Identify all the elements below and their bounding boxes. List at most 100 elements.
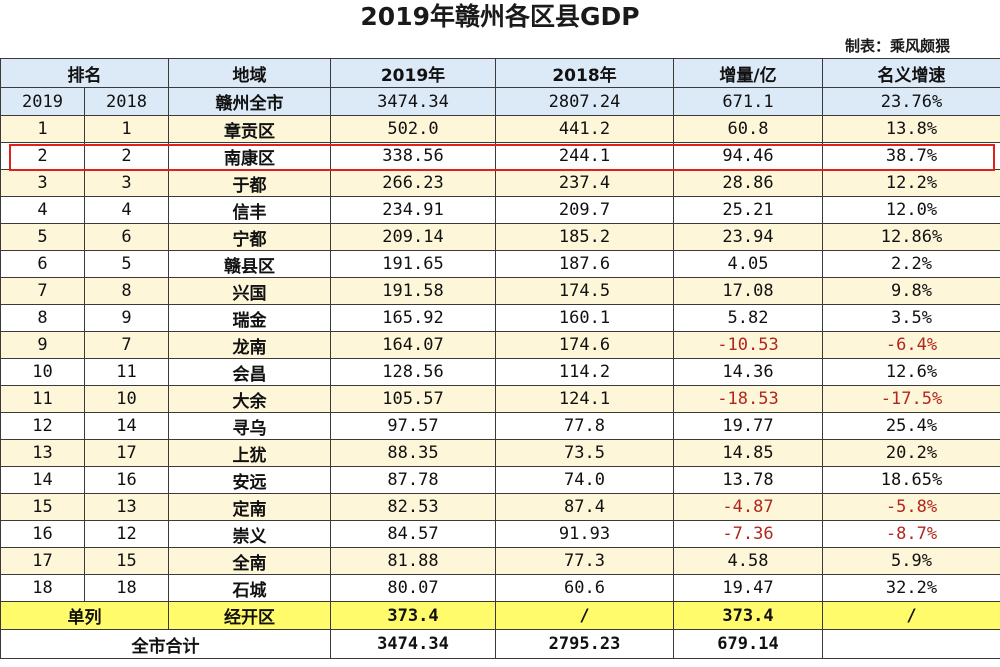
gdp-2018-cell: 77.3: [495, 547, 674, 575]
summary-rank-2018: 2018: [84, 87, 169, 116]
gdp-2019-cell: 105.57: [330, 385, 496, 413]
summary-row: 2019 2018 赣州全市 3474.34 2807.24 671.1 23.…: [0, 87, 1000, 116]
rank-2018-cell: 9: [84, 304, 169, 332]
summary-increase: 671.1: [673, 87, 823, 116]
table-row: 18 18 石城 80.07 60.6 19.47 32.2%: [0, 574, 1000, 602]
growth-cell: 12.86%: [822, 223, 1000, 251]
region-cell: 瑞金: [168, 304, 331, 332]
growth-cell: 18.65%: [822, 466, 1000, 494]
increase-cell: 14.85: [673, 439, 823, 467]
growth-cell: 9.8%: [822, 277, 1000, 305]
increase-cell: -7.36: [673, 520, 823, 548]
gdp-2019-cell: 209.14: [330, 223, 496, 251]
gdp-2018-cell: 77.8: [495, 412, 674, 440]
gdp-2019-cell: 234.91: [330, 196, 496, 224]
gdp-2019-cell: 165.92: [330, 304, 496, 332]
gdp-2018-cell: 160.1: [495, 304, 674, 332]
table-row: 8 9 瑞金 165.92 160.1 5.82 3.5%: [0, 304, 1000, 332]
rank-2019-cell: 18: [0, 574, 85, 602]
rank-2018-cell: 7: [84, 331, 169, 359]
increase-cell: 25.21: [673, 196, 823, 224]
rank-2019-cell: 5: [0, 223, 85, 251]
gdp-2018-cell: 91.93: [495, 520, 674, 548]
table-row: 15 13 定南 82.53 87.4 -4.87 -5.8%: [0, 493, 1000, 521]
rank-2018-cell: 16: [84, 466, 169, 494]
increase-cell: 28.86: [673, 169, 823, 197]
rank-2018-cell: 18: [84, 574, 169, 602]
growth-cell: 2.2%: [822, 250, 1000, 278]
rank-2018-cell: 1: [84, 115, 169, 143]
region-cell: 全南: [168, 547, 331, 575]
table-row: 9 7 龙南 164.07 174.6 -10.53 -6.4%: [0, 331, 1000, 359]
table-maker-credit: 制表：乘风颇猥: [844, 37, 950, 55]
gdp-2018-cell: 209.7: [495, 196, 674, 224]
region-cell: 上犹: [168, 439, 331, 467]
total-2018: 2795.23: [495, 629, 674, 659]
rank-2019-cell: 15: [0, 493, 85, 521]
summary-rank-2019: 2019: [0, 87, 85, 116]
growth-cell: 3.5%: [822, 304, 1000, 332]
rank-2019-cell: 16: [0, 520, 85, 548]
total-increase: 679.14: [673, 629, 823, 659]
header-2019: 2019年: [330, 58, 496, 88]
gdp-2018-cell: 114.2: [495, 358, 674, 386]
growth-cell: 12.2%: [822, 169, 1000, 197]
total-growth: [822, 629, 1000, 659]
region-cell: 兴国: [168, 277, 331, 305]
region-cell: 会昌: [168, 358, 331, 386]
rank-2019-cell: 4: [0, 196, 85, 224]
header-row: 排名 地域 2019年 2018年 增量/亿 名义增速: [0, 58, 1000, 88]
summary-region: 赣州全市: [168, 87, 331, 116]
gdp-2018-cell: 441.2: [495, 115, 674, 143]
total-2019: 3474.34: [330, 629, 496, 659]
single-2018: /: [495, 601, 674, 630]
rank-2018-cell: 2: [84, 142, 169, 170]
increase-cell: 17.08: [673, 277, 823, 305]
rank-2019-cell: 11: [0, 385, 85, 413]
region-cell: 大余: [168, 385, 331, 413]
rank-2019-cell: 2: [0, 142, 85, 170]
header-2018: 2018年: [495, 58, 674, 88]
single-row: 单列 经开区 373.4 / 373.4 /: [0, 601, 1000, 630]
growth-cell: -6.4%: [822, 331, 1000, 359]
gdp-2018-cell: 60.6: [495, 574, 674, 602]
table-row: 5 6 宁都 209.14 185.2 23.94 12.86%: [0, 223, 1000, 251]
table-row: 16 12 崇义 84.57 91.93 -7.36 -8.7%: [0, 520, 1000, 548]
table-row: 2 2 南康区 338.56 244.1 94.46 38.7%: [0, 142, 1000, 170]
table-row: 11 10 大余 105.57 124.1 -18.53 -17.5%: [0, 385, 1000, 413]
rank-2018-cell: 17: [84, 439, 169, 467]
gdp-2019-cell: 80.07: [330, 574, 496, 602]
rank-2019-cell: 9: [0, 331, 85, 359]
gdp-2019-cell: 84.57: [330, 520, 496, 548]
single-increase: 373.4: [673, 601, 823, 630]
increase-cell: -18.53: [673, 385, 823, 413]
rank-2018-cell: 15: [84, 547, 169, 575]
growth-cell: -8.7%: [822, 520, 1000, 548]
table-row: 3 3 于都 266.23 237.4 28.86 12.2%: [0, 169, 1000, 197]
growth-cell: 5.9%: [822, 547, 1000, 575]
increase-cell: 13.78: [673, 466, 823, 494]
region-cell: 石城: [168, 574, 331, 602]
gdp-2018-cell: 174.6: [495, 331, 674, 359]
rank-2019-cell: 3: [0, 169, 85, 197]
single-2019: 373.4: [330, 601, 496, 630]
gdp-table-footer: 单列 经开区 373.4 / 373.4 / 全市合计 3474.34 2795…: [0, 601, 1000, 659]
growth-cell: -17.5%: [822, 385, 1000, 413]
rank-2018-cell: 12: [84, 520, 169, 548]
rank-2019-cell: 14: [0, 466, 85, 494]
gdp-2019-cell: 82.53: [330, 493, 496, 521]
rank-2018-cell: 3: [84, 169, 169, 197]
increase-cell: 5.82: [673, 304, 823, 332]
gdp-2019-cell: 502.0: [330, 115, 496, 143]
growth-cell: 32.2%: [822, 574, 1000, 602]
region-cell: 安远: [168, 466, 331, 494]
increase-cell: 19.77: [673, 412, 823, 440]
summary-growth: 23.76%: [822, 87, 1000, 116]
rank-2018-cell: 14: [84, 412, 169, 440]
table-row: 10 11 会昌 128.56 114.2 14.36 12.6%: [0, 358, 1000, 386]
rank-2019-cell: 6: [0, 250, 85, 278]
rank-2018-cell: 13: [84, 493, 169, 521]
gdp-table-body: 排名 地域 2019年 2018年 增量/亿 名义增速 2019 2018 赣州…: [0, 58, 1000, 602]
growth-cell: 13.8%: [822, 115, 1000, 143]
